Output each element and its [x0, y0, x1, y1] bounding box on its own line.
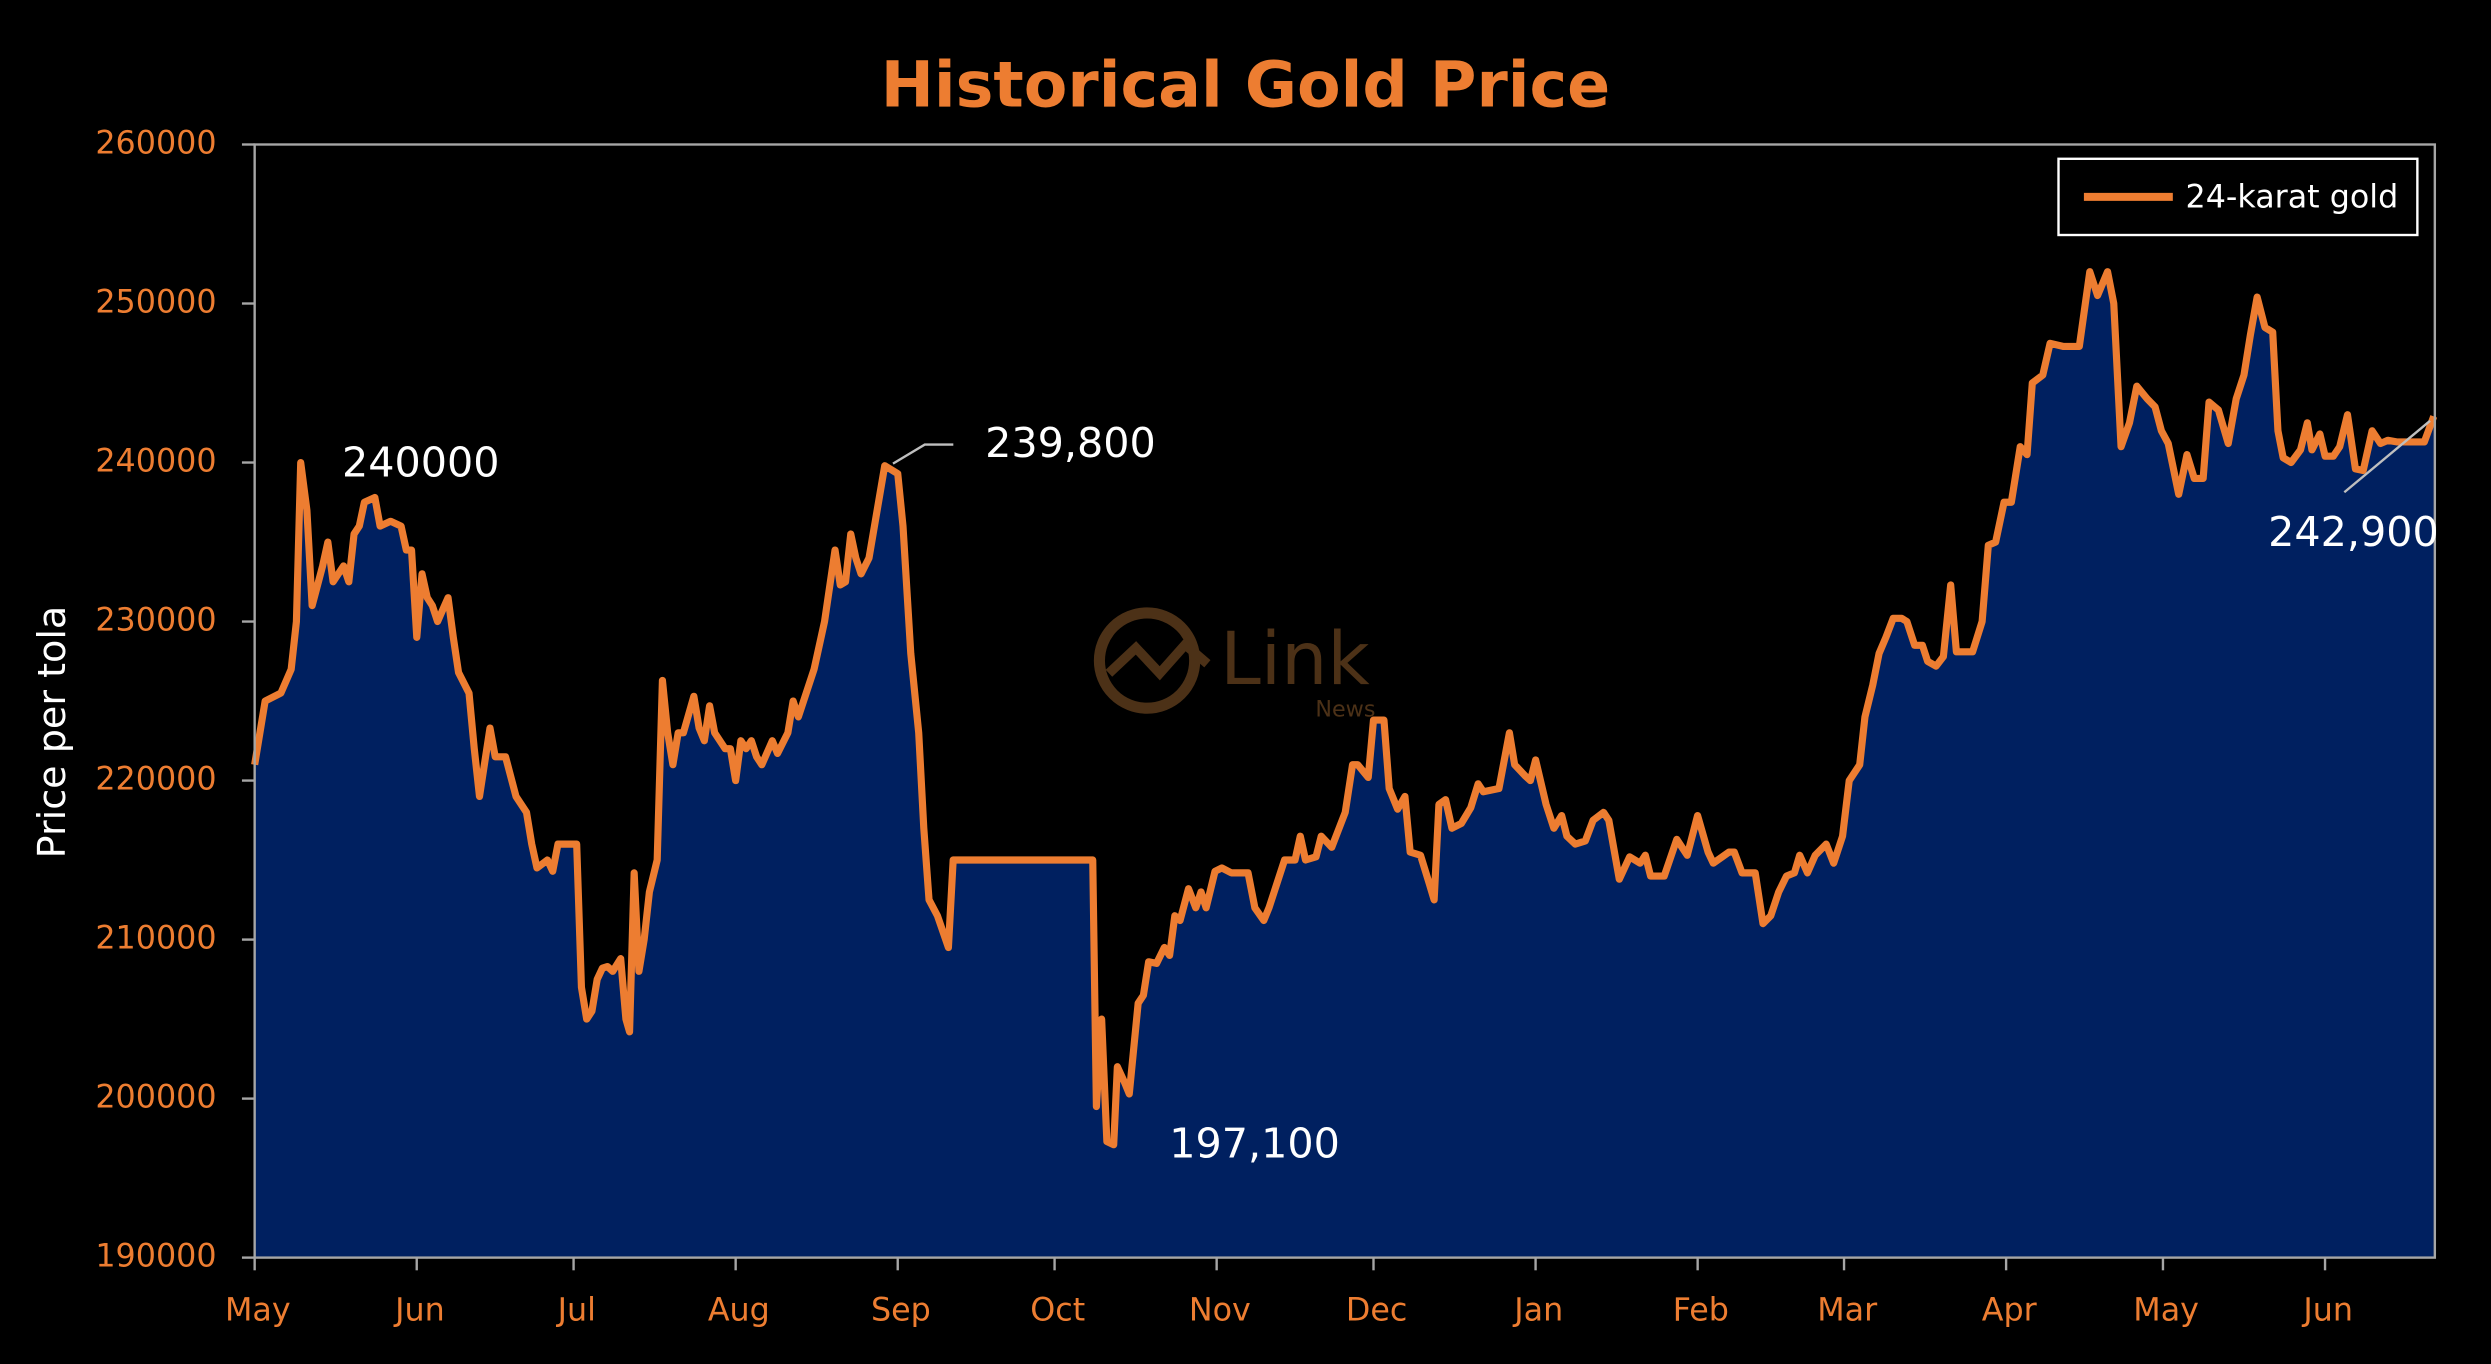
x-tick-label: Aug [708, 1293, 770, 1329]
x-tick-label: Nov [1189, 1293, 1251, 1329]
x-tick-label: Jan [1512, 1293, 1563, 1329]
chart-title: Historical Gold Price [881, 48, 1611, 122]
x-tick-label: Jun [2301, 1293, 2353, 1329]
x-tick-label: Oct [1030, 1293, 1085, 1329]
x-tick-label: May [2133, 1293, 2199, 1329]
y-tick-label: 260000 [95, 125, 216, 161]
x-tick-label: Jun [393, 1293, 445, 1329]
x-tick-label: May [225, 1293, 291, 1329]
plot-frame [253, 143, 2437, 1259]
annotation-leader [2343, 419, 2431, 494]
watermark-logo [1093, 607, 1201, 714]
y-tick-label: 240000 [95, 444, 216, 480]
watermark-text: Link [1220, 617, 1370, 702]
watermark-logo-line [1105, 638, 1211, 681]
x-tick-label: Jul [556, 1293, 596, 1329]
annotation: 197,100 [1169, 1119, 1340, 1167]
x-tick-label: Sep [871, 1293, 931, 1329]
x-tick-label: Apr [1982, 1293, 2038, 1329]
annotation: 239,800 [985, 419, 1156, 467]
y-tick-label: 190000 [95, 1239, 216, 1275]
area [254, 271, 2434, 1258]
x-tick-label: Mar [1817, 1293, 1878, 1329]
x-tick-label: Feb [1673, 1293, 1729, 1329]
y-tick-label: 230000 [95, 603, 216, 639]
watermark-sub: News [1315, 696, 1375, 722]
y-axis-label: Price per tola [30, 606, 74, 859]
legend-label: 24-karat gold [2186, 179, 2399, 215]
annotation: 240000 [342, 438, 500, 486]
x-tick-label: Dec [1346, 1293, 1407, 1329]
legend: 24-karat gold [2057, 157, 2419, 237]
y-tick-label: 200000 [95, 1080, 216, 1116]
y-tick-label: 250000 [95, 285, 216, 321]
annotation: 242,900 [2268, 508, 2439, 556]
annotation-leader [892, 443, 954, 465]
y-tick-label: 220000 [95, 762, 216, 798]
y-tick-label: 210000 [95, 921, 216, 957]
line [251, 268, 2438, 1149]
